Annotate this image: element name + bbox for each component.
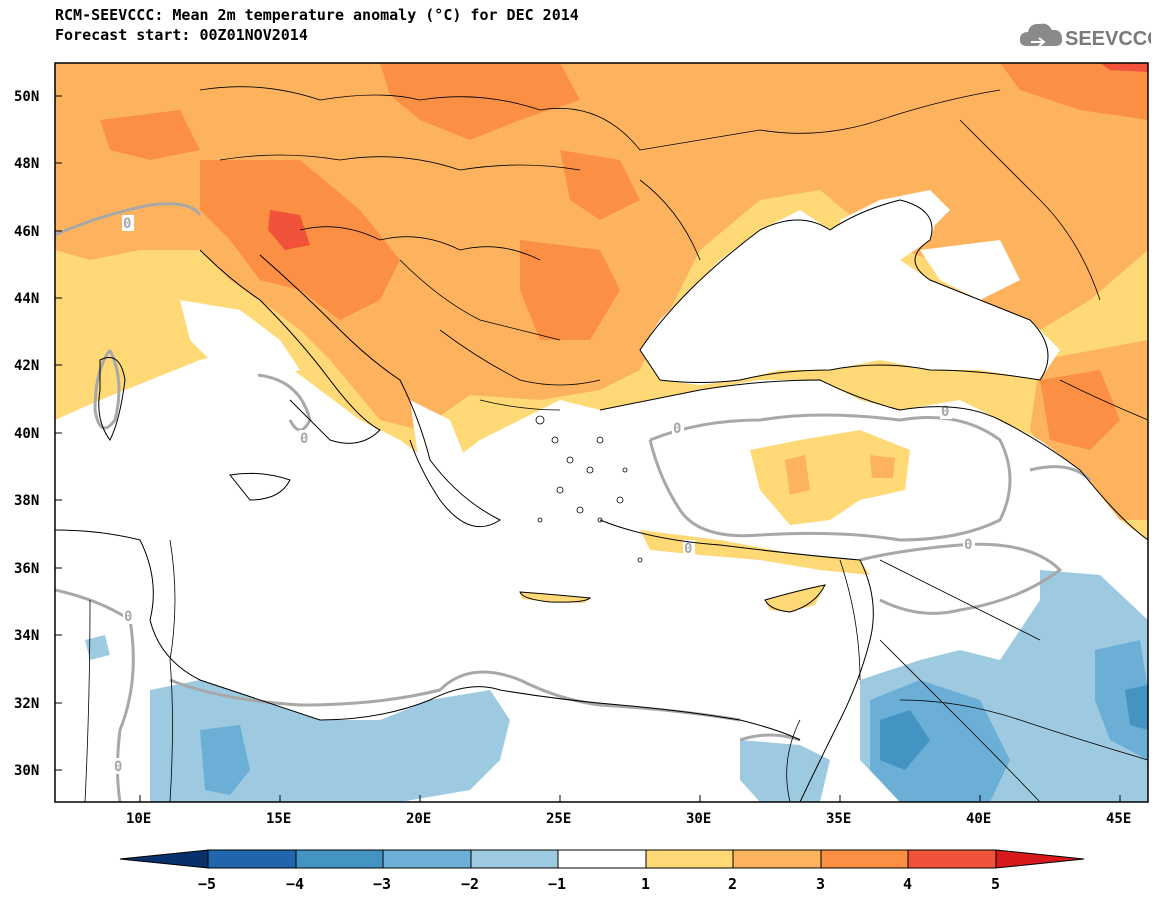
- svg-text:0: 0: [964, 537, 972, 553]
- warm-anatolia-core2: [870, 455, 895, 478]
- map-field: 0 0 0 0 0 0 0 0: [55, 63, 1148, 802]
- colorbar-arrow-low: [119, 849, 209, 869]
- colorbar-bin: [907, 849, 997, 869]
- cool-2-libya: [200, 725, 250, 795]
- lon-tick-label: 15E: [266, 811, 291, 827]
- lon-tick-label: 30E: [686, 811, 711, 827]
- cool-1-tunisia: [85, 635, 110, 660]
- cool-3-core: [880, 710, 930, 770]
- lon-tick-label: 20E: [406, 811, 431, 827]
- map-title: RCM-SEEVCCC: Mean 2m temperature anomaly…: [55, 6, 579, 24]
- lon-tick-label: 40E: [966, 811, 991, 827]
- warm-south-turkey: [640, 530, 870, 575]
- cool-2-east: [1095, 640, 1148, 760]
- warm-core-3a: [380, 63, 580, 140]
- logo-text: SEEVCCC: [1065, 28, 1151, 50]
- svg-text:0: 0: [124, 609, 132, 625]
- colorbar-bin: [295, 849, 384, 869]
- warm-anatolia: [750, 430, 910, 525]
- lat-tick-label: 48N: [14, 156, 39, 172]
- warm-core-3d: [560, 150, 640, 220]
- lat-tick-label: 44N: [14, 291, 39, 307]
- colorbar-label: −4: [286, 875, 304, 893]
- warm-core-3g: [1000, 63, 1148, 120]
- white-north-plain: [920, 240, 1020, 300]
- lat-tick-label: 46N: [14, 224, 39, 240]
- warm-core-3c: [520, 240, 620, 340]
- colorbar-label: −3: [373, 875, 391, 893]
- colorbar-bin: [645, 849, 734, 869]
- cool-3-east: [1125, 685, 1148, 730]
- svg-text:0: 0: [941, 404, 949, 420]
- lat-tick-label: 38N: [14, 493, 39, 509]
- lat-tick-label: 42N: [14, 358, 39, 374]
- colorbar-bin: [820, 849, 909, 869]
- lon-tick-label: 35E: [826, 811, 851, 827]
- cloud-icon: [1019, 23, 1063, 47]
- colorbar-label: −2: [461, 875, 479, 893]
- contour-labels: 0 0 0 0 0 0 0 0: [113, 215, 975, 775]
- warm-core-3e: [100, 110, 200, 160]
- cool-2-arabia: [870, 680, 1010, 802]
- colorbar-bin: [382, 849, 472, 869]
- lat-tick-label: 34N: [14, 628, 39, 644]
- colorbar-label: −1: [548, 875, 566, 893]
- lon-tick-label: 10E: [126, 811, 151, 827]
- colorbar-label: 4: [903, 875, 912, 893]
- colorbar-arrow-high: [995, 849, 1085, 869]
- lon-axis: 10E 15E 20E 25E 30E 35E 40E 45E: [126, 795, 1131, 827]
- aegean-islands: [535, 415, 643, 563]
- colorbar-label: 2: [728, 875, 737, 893]
- lon-tick-label: 45E: [1106, 811, 1131, 827]
- lat-axis: 50N 48N 46N 44N 42N 40N 38N 36N 34N 32N …: [14, 89, 62, 779]
- zero-contours: [55, 202, 1092, 802]
- warm-core-4c: [1100, 63, 1148, 72]
- colorbar-label: 5: [991, 875, 1000, 893]
- warm-band-2: [55, 63, 1148, 430]
- lat-tick-label: 30N: [14, 763, 39, 779]
- warm-core-3f: [1040, 370, 1120, 450]
- warm-core-4a: [268, 210, 310, 250]
- colorbar-bin: [207, 849, 297, 869]
- colorbar-label: 3: [816, 875, 825, 893]
- black-sea: [640, 200, 1060, 385]
- lat-tick-label: 50N: [14, 89, 39, 105]
- coastlines: [55, 199, 1148, 802]
- warm-anatolia-core: [785, 455, 810, 495]
- lat-tick-label: 40N: [14, 426, 39, 442]
- colorbar: −5 −4 −3 −2 −1 1 2 3 4 5: [119, 849, 1085, 893]
- azov-sea: [840, 190, 950, 250]
- lat-tick-label: 36N: [14, 561, 39, 577]
- lat-tick-label: 32N: [14, 696, 39, 712]
- borders: [84, 86, 1148, 802]
- seevccc-logo: SEEVCCC: [1019, 23, 1151, 50]
- svg-text:0: 0: [114, 759, 122, 775]
- svg-text:0: 0: [300, 431, 308, 447]
- colorbar-bin: [732, 849, 822, 869]
- colorbar-label: 1: [641, 875, 650, 893]
- forecast-start-label: Forecast start: 00Z01NOV2014: [55, 26, 308, 44]
- lon-tick-label: 25E: [546, 811, 571, 827]
- svg-text:0: 0: [673, 421, 681, 437]
- svg-text:0: 0: [684, 541, 692, 557]
- white-zone-south-italy: [180, 300, 300, 380]
- cyprus: [765, 585, 825, 612]
- colorbar-bin: [557, 849, 647, 869]
- colorbar-bin: [470, 849, 559, 869]
- svg-text:0: 0: [123, 216, 131, 232]
- colorbar-label: −5: [198, 875, 216, 893]
